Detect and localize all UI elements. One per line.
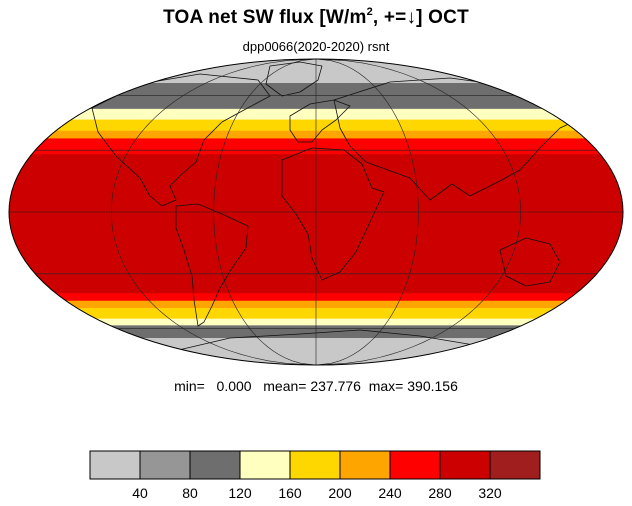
colorbar-tick-label: 320 xyxy=(478,485,502,501)
colorbar-tick-label: 160 xyxy=(278,485,302,501)
colorbar-tick-label: 280 xyxy=(428,485,452,501)
europe-outline xyxy=(289,99,351,143)
colorbar-tick-label: 240 xyxy=(378,485,402,501)
mean-label: mean= xyxy=(263,378,307,394)
graticule xyxy=(9,59,623,365)
map-subtitle: dpp0066(2020-2020) rsnt xyxy=(242,39,390,54)
colorbar-box-1 xyxy=(139,450,191,480)
north-america-outline xyxy=(91,73,271,207)
min-value: 0.000 xyxy=(216,378,252,394)
africa-outline xyxy=(281,147,385,281)
meridian--60 xyxy=(213,59,317,365)
max-value: 390.156 xyxy=(407,378,458,394)
colorbar-tick-label: 120 xyxy=(228,485,252,501)
colorbar-boxes xyxy=(89,450,541,480)
colorbar-box-6 xyxy=(389,450,441,480)
globe-border xyxy=(8,58,624,366)
australia-outline xyxy=(499,237,561,287)
mean-value: 237.776 xyxy=(310,378,361,394)
colorbar-tick-label: 80 xyxy=(182,485,198,501)
colorbar-box-2 xyxy=(189,450,241,480)
colorbar-box-0 xyxy=(89,450,141,480)
max-label: max= xyxy=(368,378,404,394)
greenland-outline xyxy=(265,61,323,97)
colorbar-labels: 40 80 120 160 200 240 280 320 xyxy=(132,485,502,501)
stats-line: min= 0.000 mean= 237.776 max= 390.156 xyxy=(0,378,632,394)
min-label: min= xyxy=(174,378,205,394)
colorbar-tick-label: 40 xyxy=(132,485,148,501)
world-map xyxy=(8,58,624,366)
colorbar-tick-label: 200 xyxy=(328,485,352,501)
colorbar-box-5 xyxy=(339,450,391,480)
meridian--120 xyxy=(111,59,317,365)
meridian-120 xyxy=(315,59,521,365)
colorbar-box-4 xyxy=(289,450,341,480)
colorbar-box-7 xyxy=(439,450,491,480)
colorbar-box-8 xyxy=(489,450,541,480)
colorbar-box-3 xyxy=(239,450,291,480)
map-title: TOA net SW flux [W/m2, +=↓] OCT xyxy=(163,6,469,28)
meridian-60 xyxy=(315,59,419,365)
south-america-outline xyxy=(175,203,249,327)
